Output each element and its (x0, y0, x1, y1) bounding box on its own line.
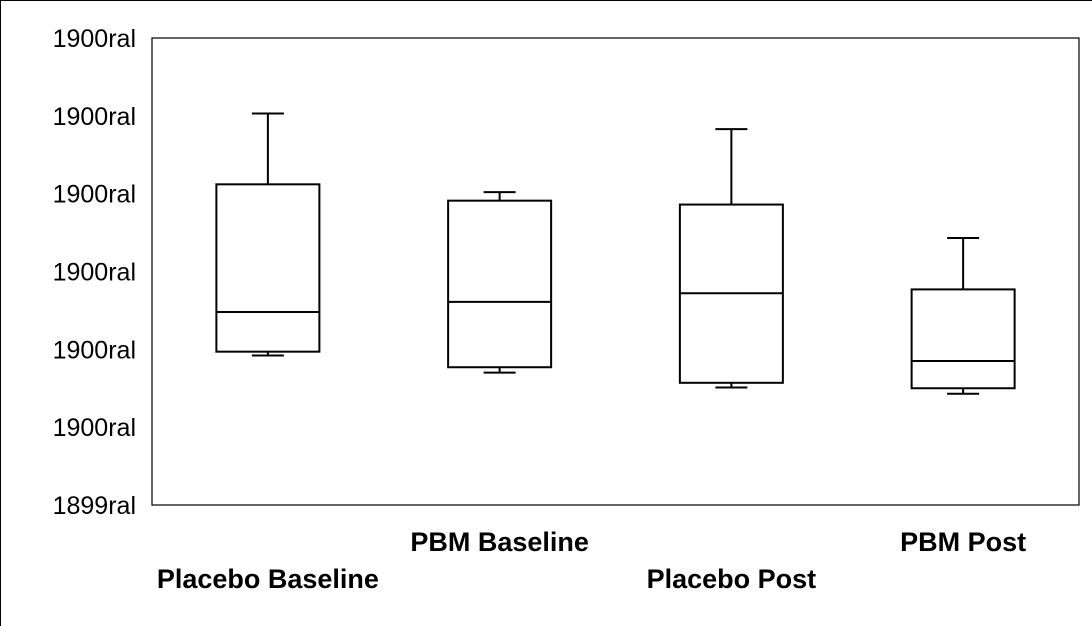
y-axis-ticks: 1900ral 1900ral 1900ral 1900ral 1900ral 1900r… (53, 25, 136, 520)
box-3 (678, 128, 784, 389)
category-label: Placebo Baseline (157, 564, 379, 594)
box-4 (910, 237, 1016, 395)
category-labels: Placebo Baseline PBM Baseline Placebo Post… (157, 527, 1026, 594)
y-tick-label: 1900ral (53, 103, 136, 131)
box-1 (215, 112, 321, 357)
y-tick-label: 1900ral (53, 414, 136, 442)
y-tick-label: 1900ral (53, 259, 136, 287)
plot-area (151, 37, 1080, 506)
box-2 (447, 191, 553, 374)
box-iqr (447, 199, 553, 369)
boxes-group (215, 112, 1016, 395)
y-tick-label: 1900ral (53, 181, 136, 209)
y-tick-label: 1899ral (53, 492, 136, 520)
category-label: PBM Post (900, 527, 1026, 557)
category-label: Placebo Post (647, 564, 817, 594)
box-iqr (910, 288, 1016, 390)
y-tick-label: 1900ral (53, 336, 136, 364)
box-iqr (215, 183, 321, 353)
y-tick-label: 1900ral (53, 25, 136, 53)
category-label: PBM Baseline (410, 527, 589, 557)
